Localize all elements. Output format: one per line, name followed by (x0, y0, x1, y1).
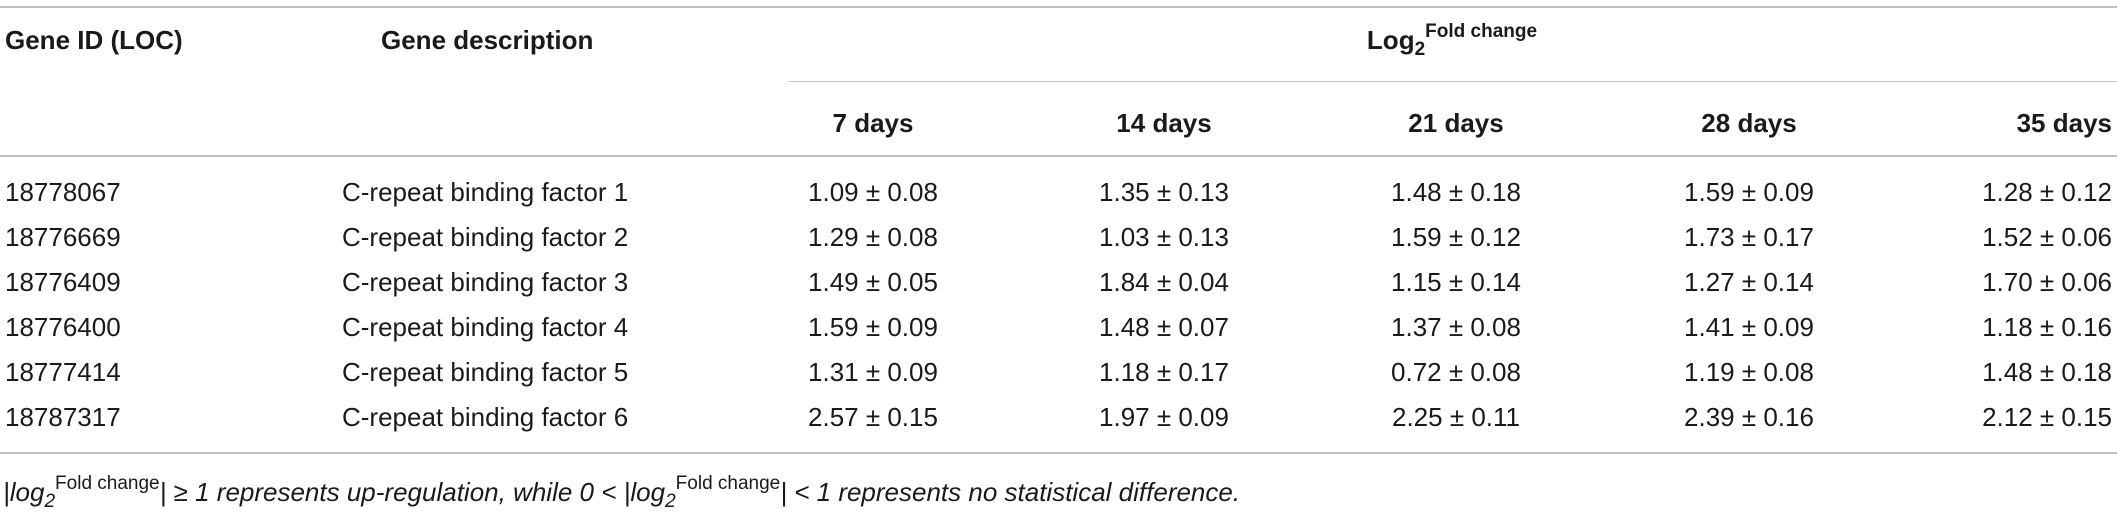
gene-description-cell: C-repeat binding factor 4 (342, 312, 629, 342)
log-header-underline (788, 81, 2117, 82)
gene-description-cell: C-repeat binding factor 2 (342, 222, 629, 252)
value-cell: 1.48 ± 0.07 (1099, 312, 1229, 342)
value-cell: 1.48 ± 0.18 (1982, 357, 2112, 387)
value-cell: 1.59 ± 0.09 (1684, 177, 1814, 207)
value-cell: 2.57 ± 0.15 (808, 402, 938, 432)
value-cell: 1.09 ± 0.08 (808, 177, 938, 207)
gene-description-cell: C-repeat binding factor 6 (342, 402, 629, 432)
value-cell: 1.84 ± 0.04 (1099, 267, 1229, 297)
value-cell: 1.52 ± 0.06 (1982, 222, 2112, 252)
value-cell: 1.73 ± 0.17 (1684, 222, 1814, 252)
value-cell: 1.19 ± 0.08 (1684, 357, 1814, 387)
header-day-35: 35 days (2016, 108, 2112, 138)
value-cell: 1.41 ± 0.09 (1684, 312, 1814, 342)
header-day-7: 7 days (832, 108, 914, 138)
header-gene-id: Gene ID (LOC) (5, 25, 183, 55)
value-cell: 2.25 ± 0.11 (1392, 402, 1520, 432)
header-log2-fold-change: Log2Fold change (1366, 21, 1538, 60)
value-cell: 2.12 ± 0.15 (1982, 402, 2112, 432)
header-day-21: 21 days (1408, 108, 1504, 138)
value-cell: 1.18 ± 0.16 (1982, 312, 2112, 342)
value-cell: 2.39 ± 0.16 (1684, 402, 1814, 432)
value-cell: 1.97 ± 0.09 (1099, 402, 1229, 432)
value-cell: 1.31 ± 0.09 (808, 357, 938, 387)
gene-description-cell: C-repeat binding factor 1 (342, 177, 629, 207)
header-day-14: 14 days (1116, 108, 1212, 138)
gene-id-cell: 18776409 (5, 267, 121, 297)
table-top-rule (0, 6, 2117, 8)
gene-id-cell: 18777414 (5, 357, 121, 387)
header-gene-description: Gene description (381, 25, 594, 55)
gene-description-cell: C-repeat binding factor 3 (342, 267, 629, 297)
value-cell: 1.59 ± 0.09 (808, 312, 938, 342)
table-bottom-rule (0, 452, 2117, 454)
gene-id-cell: 18787317 (5, 402, 121, 432)
value-cell: 1.15 ± 0.14 (1391, 267, 1521, 297)
value-cell: 1.59 ± 0.12 (1391, 222, 1521, 252)
value-cell: 0.72 ± 0.08 (1391, 357, 1521, 387)
value-cell: 1.27 ± 0.14 (1684, 267, 1814, 297)
gene-id-cell: 18778067 (5, 177, 121, 207)
table-footnote: |log2Fold change| ≥ 1 represents up-regu… (3, 473, 1241, 512)
gene-id-cell: 18776669 (5, 222, 121, 252)
header-day-28: 28 days (1701, 108, 1797, 138)
value-cell: 1.37 ± 0.08 (1391, 312, 1521, 342)
value-cell: 1.18 ± 0.17 (1099, 357, 1229, 387)
header-bottom-rule (0, 155, 2117, 157)
value-cell: 1.48 ± 0.18 (1391, 177, 1521, 207)
value-cell: 1.35 ± 0.13 (1099, 177, 1229, 207)
gene-id-cell: 18776400 (5, 312, 121, 342)
value-cell: 1.03 ± 0.13 (1099, 222, 1229, 252)
gene-description-cell: C-repeat binding factor 5 (342, 357, 629, 387)
value-cell: 1.28 ± 0.12 (1982, 177, 2112, 207)
value-cell: 1.29 ± 0.08 (808, 222, 938, 252)
value-cell: 1.70 ± 0.06 (1982, 267, 2112, 297)
value-cell: 1.49 ± 0.05 (808, 267, 938, 297)
